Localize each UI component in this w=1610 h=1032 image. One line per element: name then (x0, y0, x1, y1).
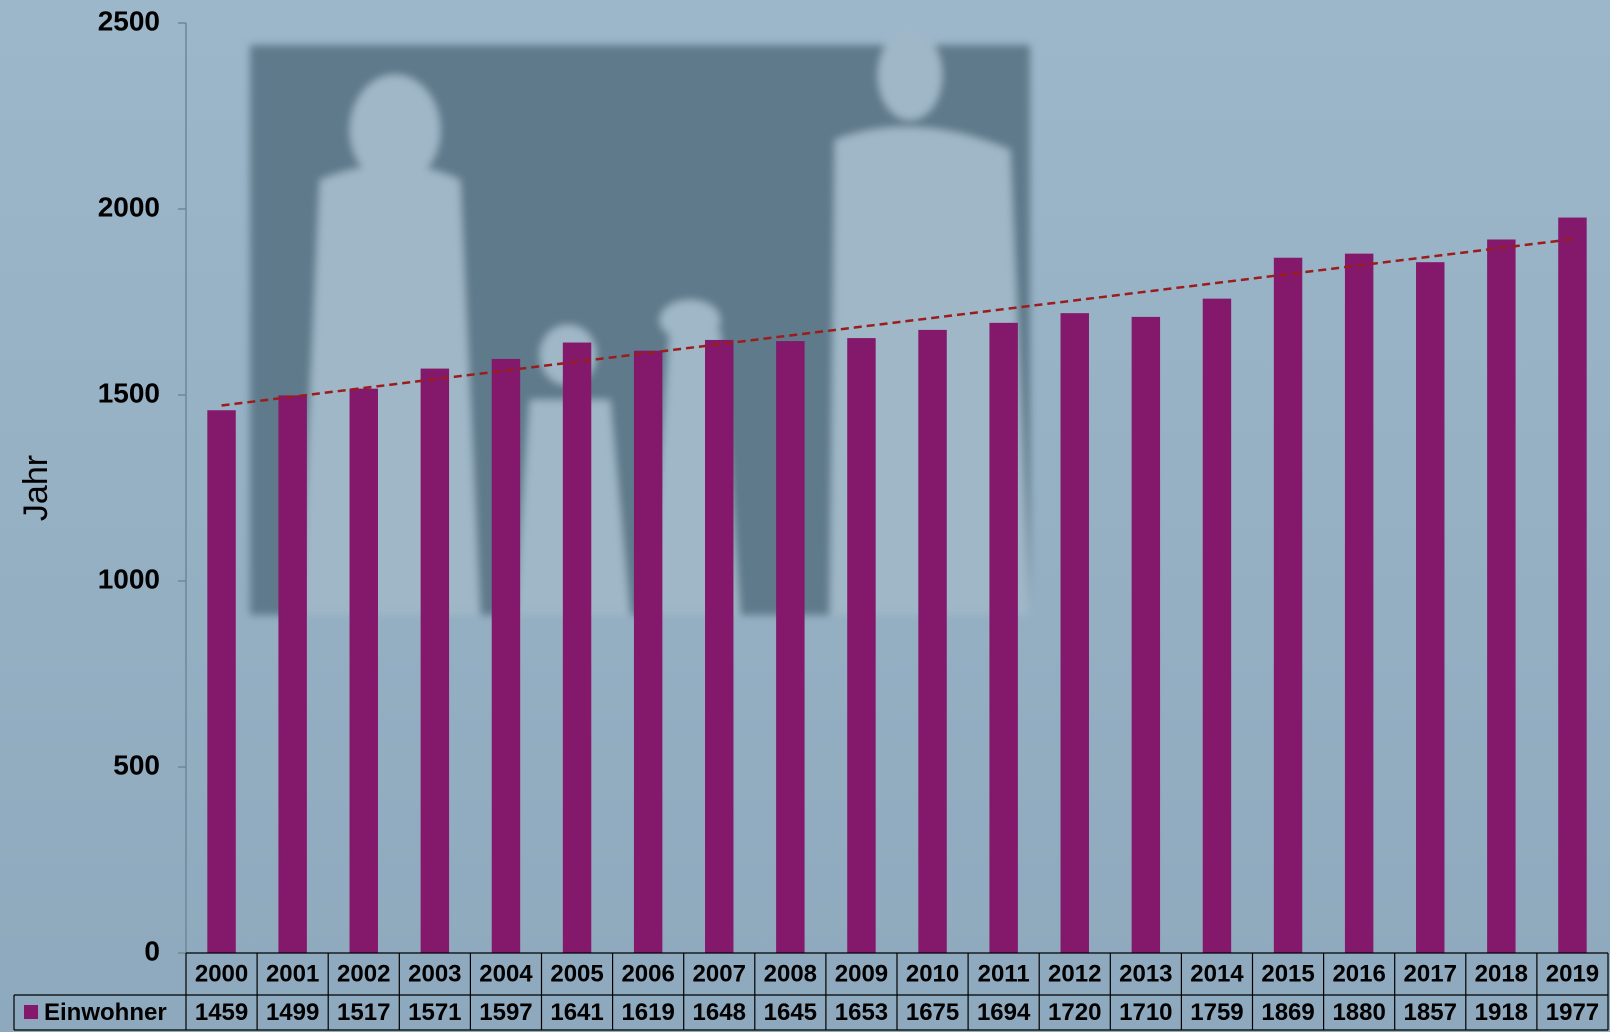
x-tick-label: 2017 (1404, 960, 1457, 987)
legend-label: Einwohner (44, 999, 167, 1026)
chart: Jahr 0 500 1000 1500 2000 2500 Einwohner 2000 14… (0, 0, 1610, 1032)
x-tick-label: 2008 (764, 960, 817, 987)
table-value: 1710 (1119, 999, 1172, 1026)
bar (989, 323, 1017, 953)
legend-swatch (24, 1005, 38, 1019)
table-value: 1459 (195, 999, 248, 1026)
bar (1061, 313, 1089, 953)
bar (1558, 218, 1586, 953)
table-value: 1694 (977, 999, 1031, 1026)
table-value: 1619 (621, 999, 674, 1026)
bar (1416, 262, 1444, 953)
y-tick-label: 2000 (98, 191, 160, 222)
table-value: 1641 (550, 999, 603, 1026)
x-tick-label: 2018 (1475, 960, 1528, 987)
table-value: 1918 (1475, 999, 1528, 1026)
bar (1274, 258, 1302, 953)
x-tick-label: 2015 (1261, 960, 1314, 987)
x-tick-label: 2004 (479, 960, 533, 987)
x-tick-label: 2003 (408, 960, 461, 987)
y-tick-label: 1500 (98, 377, 160, 408)
x-tick-label: 2010 (906, 960, 959, 987)
x-tick-label: 2006 (621, 960, 674, 987)
x-tick-label: 2019 (1546, 960, 1599, 987)
x-tick-label: 2012 (1048, 960, 1101, 987)
bar (1345, 254, 1373, 953)
bar (1132, 317, 1160, 953)
bar (847, 338, 875, 953)
table-value: 1977 (1546, 999, 1599, 1026)
x-tick-label: 2001 (266, 960, 319, 987)
bar (563, 343, 591, 953)
table-value: 1517 (337, 999, 390, 1026)
x-tick-label: 2007 (693, 960, 746, 987)
bar (350, 389, 378, 953)
bar (492, 359, 520, 953)
table-value: 1653 (835, 999, 888, 1026)
table-value: 1880 (1332, 999, 1385, 1026)
bar (278, 395, 306, 953)
bar (1203, 299, 1231, 953)
x-tick-label: 2002 (337, 960, 390, 987)
table-value: 1597 (479, 999, 532, 1026)
y-axis-label: Jahr (17, 455, 55, 521)
x-tick-label: 2014 (1190, 960, 1244, 987)
bar (207, 410, 235, 953)
table-value: 1857 (1404, 999, 1457, 1026)
bar (776, 341, 804, 953)
bar (634, 351, 662, 953)
table-value: 1675 (906, 999, 959, 1026)
x-tick-label: 2005 (550, 960, 603, 987)
x-tick-label: 2016 (1332, 960, 1385, 987)
x-tick-label: 2009 (835, 960, 888, 987)
table-value: 1759 (1190, 999, 1243, 1026)
y-tick-label: 1000 (98, 563, 160, 594)
table-value: 1571 (408, 999, 461, 1026)
bar (918, 330, 946, 953)
table-value: 1499 (266, 999, 319, 1026)
table-value: 1869 (1261, 999, 1314, 1026)
x-tick-label: 2011 (978, 960, 1030, 987)
table-value: 1648 (693, 999, 746, 1026)
bar (1487, 240, 1515, 953)
x-tick-label: 2013 (1119, 960, 1172, 987)
bar (421, 369, 449, 953)
x-tick-label: 2000 (195, 960, 248, 987)
table-value: 1720 (1048, 999, 1101, 1026)
y-tick-label: 0 (144, 935, 160, 966)
bar (705, 340, 733, 953)
table-value: 1645 (764, 999, 817, 1026)
y-tick-label: 2500 (98, 5, 160, 36)
y-tick-label: 500 (113, 749, 160, 780)
